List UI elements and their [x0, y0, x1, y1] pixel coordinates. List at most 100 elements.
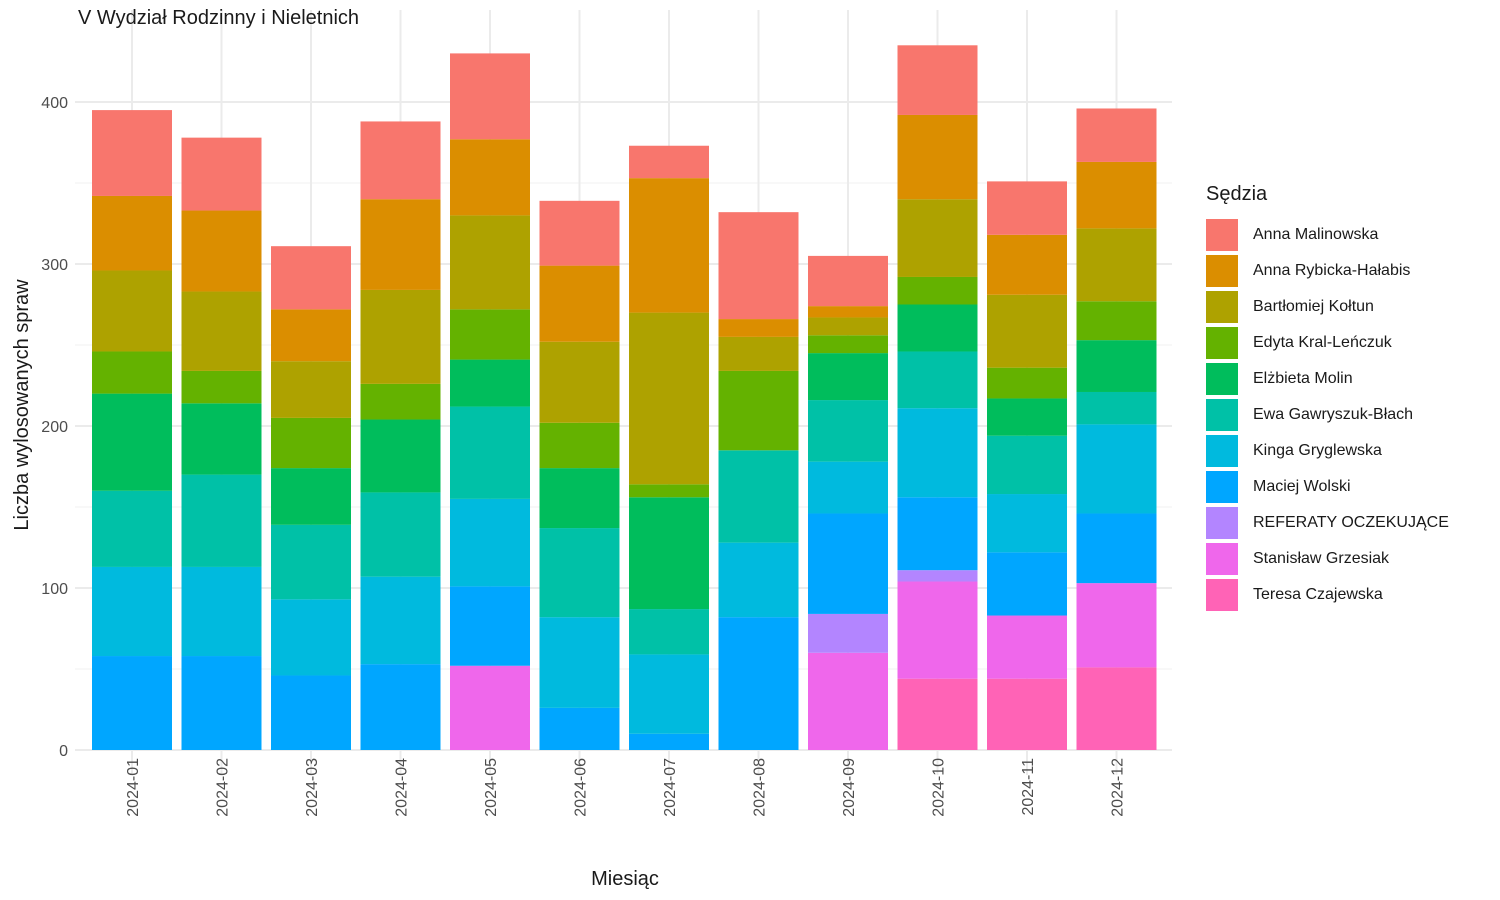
- bar-segment: [718, 336, 799, 371]
- y-axis-ticks: 0 100 200 300 400: [41, 95, 68, 760]
- bar-segment: [1076, 513, 1157, 584]
- bar-segment: [271, 599, 351, 676]
- bar-segment: [271, 417, 351, 469]
- x-tick-label: 2024-04: [394, 758, 411, 817]
- bar-segment: [1076, 340, 1157, 392]
- bar-segment: [181, 210, 262, 292]
- bar-segment: [987, 615, 1067, 679]
- bar-segment: [629, 733, 709, 750]
- bar-segment: [450, 139, 530, 216]
- bar-segment: [1076, 161, 1157, 229]
- legend-label: Bartłomiej Kołtun: [1253, 298, 1374, 315]
- bar-segment: [897, 678, 978, 750]
- bar-segment: [539, 341, 620, 423]
- y-tick-label: 300: [41, 257, 68, 274]
- legend-item: Elżbieta Molin: [1206, 361, 1449, 397]
- bar-segment: [181, 403, 262, 475]
- bar-segment: [360, 664, 441, 750]
- bar-segment: [539, 468, 620, 529]
- bar-segment: [897, 276, 978, 305]
- bar-segment: [808, 353, 888, 401]
- bar-segment: [271, 246, 351, 310]
- x-tick-label: 2024-10: [931, 758, 948, 817]
- x-tick-label: 2024-11: [1020, 758, 1037, 816]
- bar-segment: [92, 566, 172, 657]
- x-tick-label: 2024-07: [662, 758, 679, 817]
- chart-title: V Wydział Rodzinny i Nieletnich: [78, 7, 360, 29]
- bar-segment: [92, 351, 172, 394]
- legend-swatch: [1206, 255, 1238, 287]
- legend-label: Ewa Gawryszuk-Błach: [1253, 406, 1414, 423]
- bar-segment: [987, 678, 1067, 750]
- bar-segment: [360, 492, 441, 577]
- bar-segment: [181, 656, 262, 750]
- bar-segment: [987, 398, 1067, 436]
- bar-segment: [897, 497, 978, 571]
- x-tick-label: 2024-12: [1110, 758, 1127, 817]
- legend-item: REFERATY OCZEKUJĄCE: [1206, 505, 1449, 541]
- y-tick-label: 200: [41, 419, 68, 436]
- bar-segment: [987, 367, 1067, 399]
- legend-label: Kinga Gryglewska: [1253, 442, 1382, 459]
- bar-segment: [360, 383, 441, 420]
- bar-segment: [808, 255, 888, 307]
- bar-segment: [271, 524, 351, 600]
- bar-segment: [718, 212, 799, 320]
- y-axis-label: Liczba wylosowanych spraw: [11, 279, 33, 531]
- legend-label: Maciej Wolski: [1253, 478, 1351, 495]
- bar-segment: [897, 114, 978, 200]
- legend-swatch: [1206, 543, 1238, 575]
- bar-segment: [897, 199, 978, 277]
- bar-segment: [1076, 583, 1157, 668]
- bar-segment: [629, 178, 709, 313]
- bar-segment: [539, 528, 620, 618]
- legend-swatch: [1206, 327, 1238, 359]
- bar-segment: [450, 586, 530, 666]
- x-axis-ticks: 2024-01 2024-02 2024-03 2024-04 2024-05 2024-…: [125, 758, 1127, 817]
- bar-segment: [808, 461, 888, 514]
- bar-segment: [897, 351, 978, 409]
- bar-segment: [987, 494, 1067, 553]
- bar-segment: [181, 137, 262, 211]
- y-tick-label: 400: [41, 95, 68, 112]
- bar-segment: [271, 309, 351, 362]
- x-axis-label: Miesiąc: [591, 868, 659, 890]
- bar-segment: [360, 576, 441, 665]
- bar-segment: [450, 498, 530, 587]
- legend-item: Ewa Gawryszuk-Błach: [1206, 397, 1449, 433]
- legend-title: Sędzia: [1206, 183, 1268, 205]
- legend-swatch: [1206, 399, 1238, 431]
- legend-items: Anna Malinowska Anna Rybicka-Hałabis Bartł…: [1206, 217, 1449, 613]
- bar-segment: [808, 317, 888, 336]
- bar-segment: [181, 370, 262, 404]
- bar-segment: [808, 306, 888, 318]
- bar-segment: [360, 121, 441, 200]
- bar-segment: [539, 265, 620, 342]
- legend-label: Teresa Czajewska: [1253, 586, 1383, 603]
- x-tick-label: 2024-06: [573, 758, 590, 817]
- legend-item: Stanisław Grzesiak: [1206, 541, 1449, 577]
- bar-segment: [450, 665, 530, 750]
- legend-label: REFERATY OCZEKUJĄCE: [1253, 514, 1449, 531]
- legend-swatch: [1206, 579, 1238, 611]
- legend-item: Anna Rybicka-Hałabis: [1206, 253, 1449, 289]
- bar-segment: [92, 195, 172, 271]
- legend-swatch: [1206, 435, 1238, 467]
- legend-swatch: [1206, 291, 1238, 323]
- bar-segment: [539, 707, 620, 750]
- legend-item: Bartłomiej Kołtun: [1206, 289, 1449, 325]
- bar-segment: [539, 617, 620, 708]
- bar-segment: [987, 552, 1067, 616]
- legend-item: Anna Malinowska: [1206, 217, 1449, 253]
- bar-segment: [629, 484, 709, 498]
- bar-segment: [718, 542, 799, 618]
- bar-segment: [808, 613, 888, 653]
- legend-item: Kinga Gryglewska: [1206, 433, 1449, 469]
- legend-label: Edyta Kral-Leńczuk: [1253, 334, 1392, 351]
- bars: [92, 45, 1157, 750]
- y-tick-label: 0: [59, 743, 68, 760]
- bar-segment: [718, 370, 799, 451]
- bar-segment: [897, 570, 978, 582]
- bar-segment: [539, 200, 620, 266]
